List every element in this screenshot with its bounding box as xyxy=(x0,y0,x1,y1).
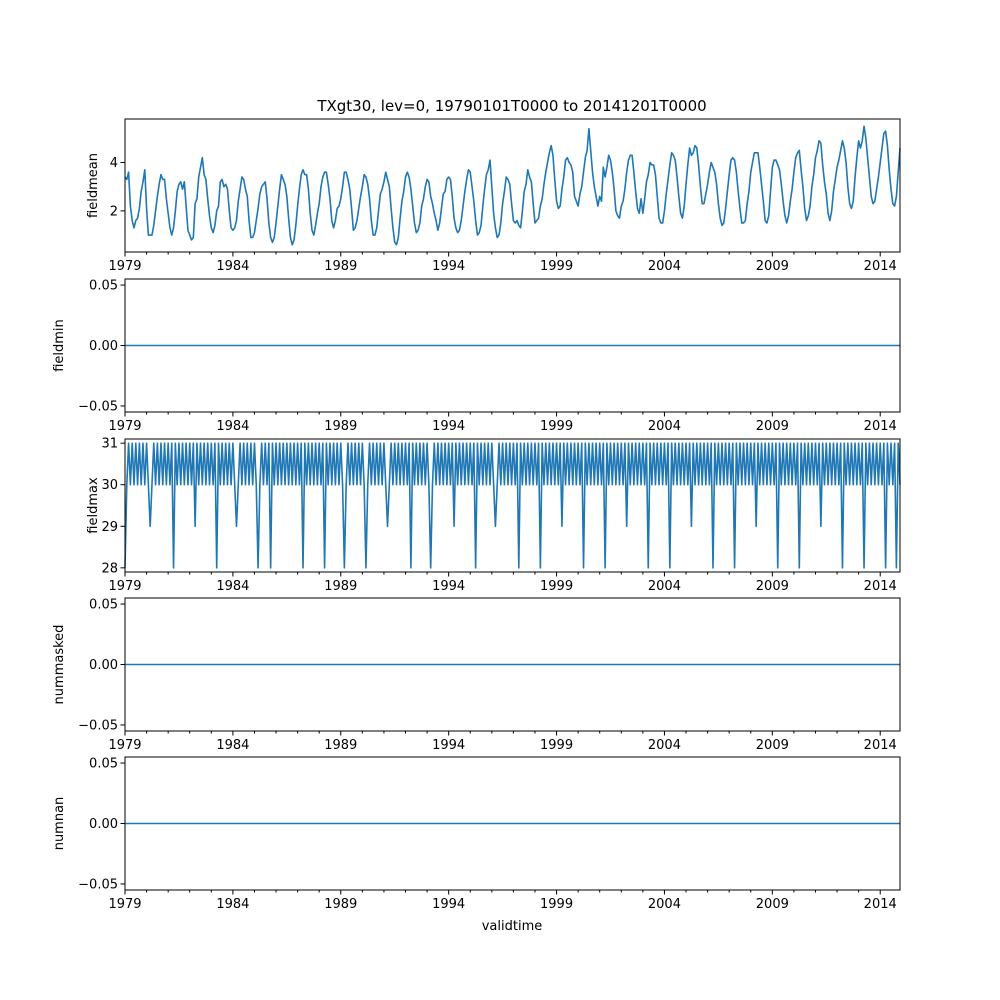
x-tick-label-fieldmin-1984: 1984 xyxy=(216,419,249,434)
x-tick-label-nummasked-1979: 1979 xyxy=(108,738,141,753)
panel-numnan: 1979 1984 1989 1994 1999 2004 2009 2014 −0.05 0.0… xyxy=(52,756,901,912)
x-tick-label-fieldmean-1999: 1999 xyxy=(540,259,573,274)
y-tick-label-fieldmean-0: 2 xyxy=(110,204,118,219)
x-tick-label-nummasked-1984: 1984 xyxy=(216,738,249,753)
y-axis-label-numnan: numnan xyxy=(52,797,67,851)
y-tick-label-nummasked-2: 0.05 xyxy=(89,598,118,613)
y-axis-label-fieldmin: fieldmin xyxy=(52,319,67,372)
y-tick-label-nummasked-0: −0.05 xyxy=(78,718,118,733)
x-tick-label-numnan-2014: 2014 xyxy=(864,897,897,912)
x-tick-label-fieldmean-1984: 1984 xyxy=(216,259,249,274)
x-tick-label-nummasked-1989: 1989 xyxy=(324,738,357,753)
x-tick-label-numnan-1989: 1989 xyxy=(324,897,357,912)
y-tick-label-fieldmax-0: 28 xyxy=(101,561,118,576)
x-tick-label-fieldmean-2009: 2009 xyxy=(756,259,789,274)
chart-title: TXgt30, lev=0, 19790101T0000 to 20141201… xyxy=(316,97,706,115)
y-tick-label-numnan-0: −0.05 xyxy=(78,877,118,892)
x-tick-label-fieldmax-1989: 1989 xyxy=(324,579,357,594)
axes-frame-fieldmean xyxy=(124,118,901,253)
x-tick-label-fieldmean-1994: 1994 xyxy=(432,259,465,274)
y-tick-label-fieldmean-1: 4 xyxy=(110,156,118,171)
y-tick-label-fieldmax-3: 31 xyxy=(101,437,118,452)
x-tick-label-nummasked-2004: 2004 xyxy=(648,738,681,753)
x-tick-label-numnan-1984: 1984 xyxy=(216,897,249,912)
panel-nummasked: 1979 1984 1989 1994 1999 2004 2009 2014 −0.05 0.0… xyxy=(52,597,901,753)
x-tick-label-numnan-1999: 1999 xyxy=(540,897,573,912)
y-tick-label-numnan-1: 0.00 xyxy=(89,817,118,832)
x-tick-label-fieldmean-2014: 2014 xyxy=(864,259,897,274)
panel-fieldmean: 1979 1984 1989 1994 1999 2004 2009 2014 2 4 fieldm… xyxy=(86,118,901,274)
x-tick-label-fieldmin-1989: 1989 xyxy=(324,419,357,434)
x-tick-label-fieldmax-2014: 2014 xyxy=(864,579,897,594)
x-tick-label-nummasked-1994: 1994 xyxy=(432,738,465,753)
x-tick-label-fieldmin-1999: 1999 xyxy=(540,419,573,434)
x-tick-label-fieldmax-1984: 1984 xyxy=(216,579,249,594)
x-tick-label-fieldmean-2004: 2004 xyxy=(648,259,681,274)
y-tick-label-fieldmin-2: 0.05 xyxy=(89,279,118,294)
x-tick-label-fieldmin-1994: 1994 xyxy=(432,419,465,434)
x-tick-label-nummasked-2014: 2014 xyxy=(864,738,897,753)
y-tick-label-nummasked-1: 0.00 xyxy=(89,658,118,673)
series-line-fieldmean xyxy=(124,125,901,246)
x-tick-label-fieldmin-2009: 2009 xyxy=(756,419,789,434)
x-tick-label-fieldmax-2004: 2004 xyxy=(648,579,681,594)
x-tick-label-fieldmax-1979: 1979 xyxy=(108,579,141,594)
series-line-fieldmax xyxy=(124,442,901,569)
panel-fieldmax: 1979 1984 1989 1994 1999 2004 2009 2014 28 29 30 31… xyxy=(86,437,901,594)
x-tick-label-fieldmax-1994: 1994 xyxy=(432,579,465,594)
x-tick-label-fieldmax-1999: 1999 xyxy=(540,579,573,594)
axes-frame-fieldmax xyxy=(124,438,901,573)
y-tick-label-fieldmin-0: −0.05 xyxy=(78,399,118,414)
x-tick-label-fieldmin-2014: 2014 xyxy=(864,419,897,434)
x-tick-label-nummasked-1999: 1999 xyxy=(540,738,573,753)
x-tick-label-numnan-2004: 2004 xyxy=(648,897,681,912)
y-tick-label-fieldmax-1: 29 xyxy=(101,520,118,535)
x-tick-label-numnan-2009: 2009 xyxy=(756,897,789,912)
x-tick-label-numnan-1994: 1994 xyxy=(432,897,465,912)
panels: 1979 1984 1989 1994 1999 2004 2009 2014 2 4 fieldm… xyxy=(52,118,901,912)
x-tick-label-fieldmin-2004: 2004 xyxy=(648,419,681,434)
x-tick-label-nummasked-2009: 2009 xyxy=(756,738,789,753)
x-tick-label-fieldmean-1989: 1989 xyxy=(324,259,357,274)
x-tick-label-fieldmax-2009: 2009 xyxy=(756,579,789,594)
y-axis-label-nummasked: nummasked xyxy=(52,625,67,705)
x-tick-label-fieldmean-1979: 1979 xyxy=(108,259,141,274)
panel-fieldmin: 1979 1984 1989 1994 1999 2004 2009 2014 −0.05 0.0… xyxy=(52,278,901,434)
x-tick-label-numnan-1979: 1979 xyxy=(108,897,141,912)
x-tick-label-fieldmin-1979: 1979 xyxy=(108,419,141,434)
y-tick-label-fieldmax-2: 30 xyxy=(101,478,118,493)
y-tick-label-numnan-2: 0.05 xyxy=(89,757,118,772)
y-tick-label-fieldmin-1: 0.00 xyxy=(89,339,118,354)
x-axis-label: validtime xyxy=(482,919,543,934)
y-axis-label-fieldmean: fieldmean xyxy=(86,153,101,218)
y-axis-label-fieldmax: fieldmax xyxy=(86,477,101,534)
